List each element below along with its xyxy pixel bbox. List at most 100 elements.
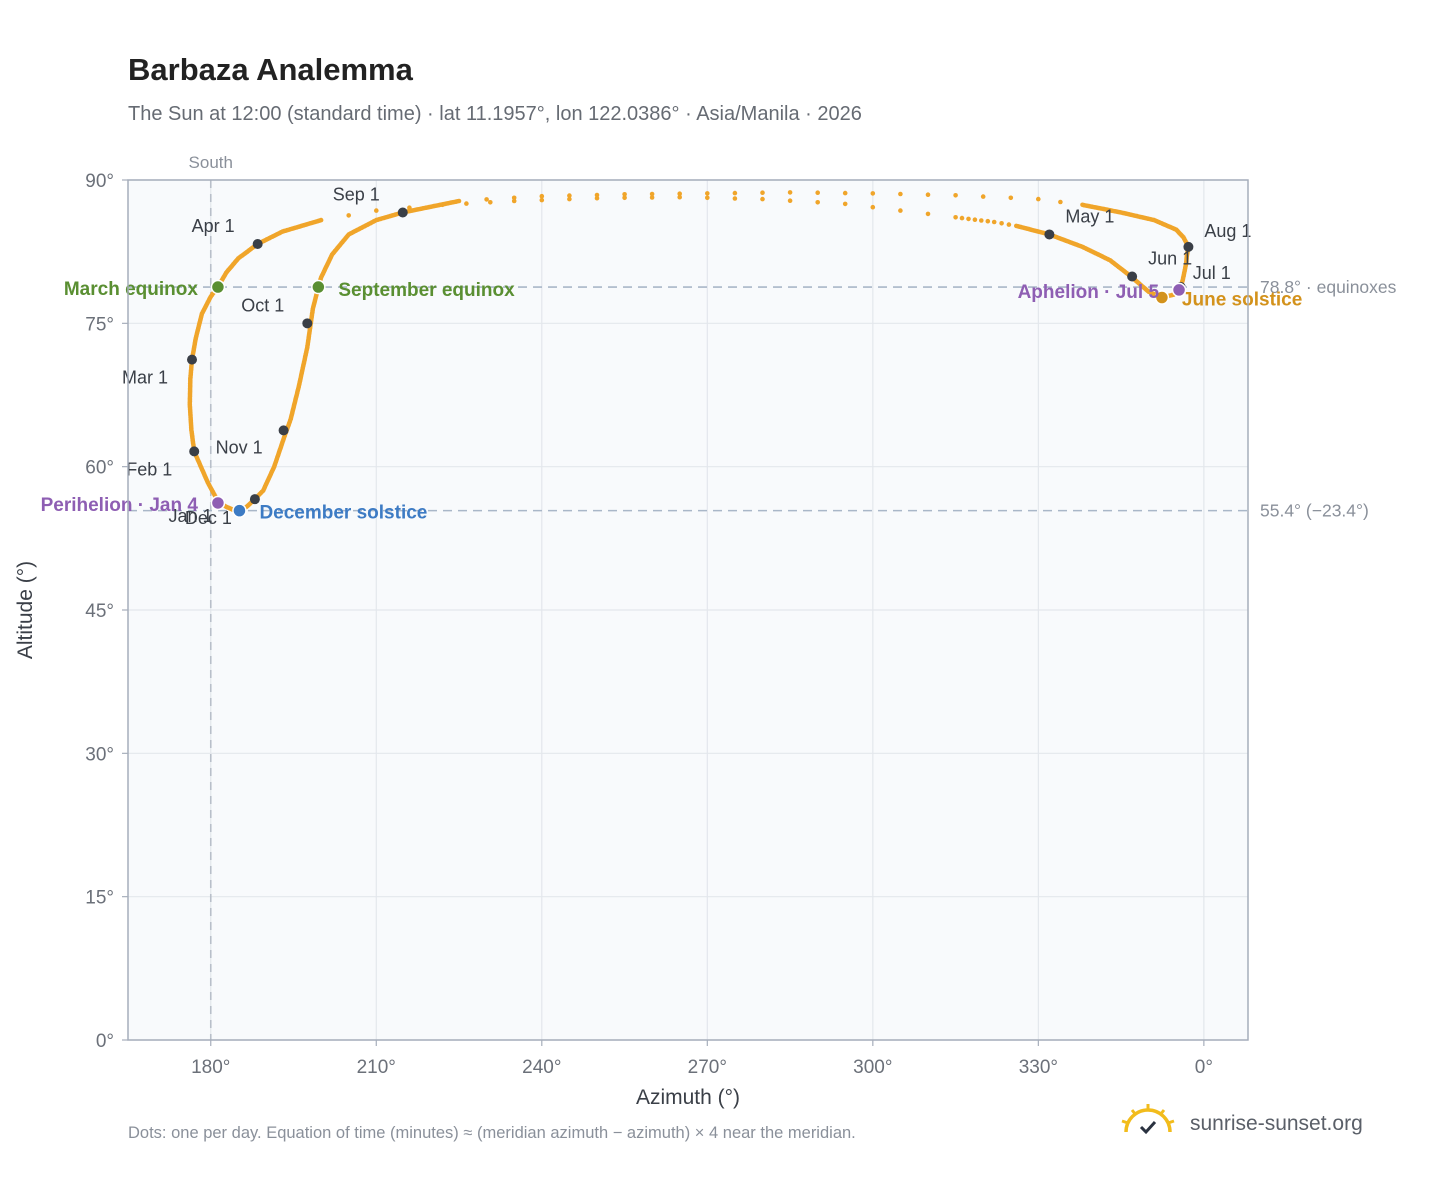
event-marker	[311, 279, 326, 295]
sun-check-icon	[1121, 1104, 1175, 1135]
event-label: Aphelion · Jul 5	[1018, 282, 1160, 303]
analemma-dot	[991, 219, 997, 225]
analemma-dot	[567, 193, 572, 198]
brand-logo[interactable]: sunrise-sunset.org	[1120, 1102, 1410, 1148]
analemma-dot	[870, 191, 876, 196]
brand-text: sunrise-sunset.org	[1190, 1112, 1363, 1135]
month-marker	[1183, 241, 1194, 252]
y-tick-label: 15°	[85, 888, 114, 909]
month-marker-label: Feb 1	[126, 459, 172, 479]
month-marker-label: Jan 1	[168, 506, 212, 526]
footnote: Dots: one per day. Equation of time (min…	[128, 1124, 856, 1142]
analemma-dot	[953, 215, 958, 220]
analemma-dot	[925, 211, 931, 217]
analemma-dot	[760, 190, 765, 195]
month-marker	[1127, 271, 1138, 282]
event-marker	[1171, 282, 1187, 298]
grid-lines	[128, 179, 1248, 1041]
analemma-dot	[567, 196, 572, 202]
analemma-dot	[999, 221, 1004, 226]
month-marker-label: May 1	[1065, 206, 1114, 226]
month-marker-label: Aug 1	[1204, 221, 1251, 241]
month-marker	[252, 239, 263, 250]
y-tick-label: 0°	[96, 1031, 114, 1052]
x-tick-label: 180°	[191, 1057, 230, 1078]
x-tick-label: 210°	[357, 1057, 396, 1078]
analemma-dot	[979, 218, 984, 223]
analemma-dot	[649, 195, 655, 200]
analemma-dot	[539, 193, 545, 199]
analemma-dot	[677, 194, 682, 200]
x-tick-label: 0°	[1195, 1057, 1213, 1078]
y-tick-label: 30°	[85, 744, 114, 765]
analemma-dot	[985, 218, 991, 224]
y-tick-label: 60°	[85, 458, 114, 479]
analemma-dot	[374, 208, 379, 213]
month-marker	[1044, 229, 1055, 240]
event-label: December solstice	[259, 503, 427, 524]
analemma-dot	[732, 196, 738, 201]
y-axis-label: Altitude (°)	[14, 561, 37, 659]
analemma-dot	[898, 191, 903, 197]
chart-subtitle: The Sun at 12:00 (standard time) · lat 1…	[128, 103, 862, 125]
y-tick-label: 90°	[85, 171, 114, 192]
month-marker-label: Jun 1	[1148, 249, 1192, 269]
analemma-dot	[705, 191, 710, 196]
event-markers: March equinox September equinox December s…	[41, 279, 1303, 524]
analemma-dot	[787, 198, 793, 203]
analemma-dot	[464, 201, 469, 206]
analemma-dot	[980, 194, 986, 199]
month-marker-label: Jul 1	[1193, 263, 1231, 283]
month-marker	[189, 446, 200, 457]
meridian-line: South	[189, 153, 233, 1040]
chart-title: Barbaza Analemma	[128, 52, 413, 87]
x-axis-label: Azimuth (°)	[636, 1086, 740, 1109]
analemma-dot	[649, 191, 655, 197]
analemma-dot	[511, 195, 517, 201]
x-tick-label: 240°	[522, 1057, 561, 1078]
analemma-dot	[815, 190, 820, 195]
analemma-dot	[705, 195, 710, 201]
event-marker	[1154, 290, 1170, 305]
analemma-dot	[870, 204, 876, 210]
analemma-dot	[966, 216, 971, 222]
analemma-dot	[815, 200, 820, 205]
reference-line-label: 78.8° · equinoxes	[1260, 277, 1397, 297]
month-marker-label: Oct 1	[241, 295, 284, 315]
analemma-dot	[959, 215, 965, 221]
event-marker	[210, 495, 226, 511]
event-label: June solstice	[1182, 290, 1302, 311]
analemma-dot	[787, 190, 793, 195]
analemma-dot	[1080, 202, 1085, 208]
event-label: Perihelion · Jan 4	[41, 495, 199, 516]
month-marker	[278, 425, 289, 436]
analemma-dot	[594, 192, 600, 198]
month-marker-label: Mar 1	[122, 368, 168, 388]
analemma-dot	[732, 190, 738, 196]
month-marker	[249, 494, 260, 505]
x-tick-label: 330°	[1019, 1057, 1058, 1078]
analemma-dot	[318, 217, 324, 223]
analemma-dot	[972, 217, 978, 222]
y-tick-label: 45°	[85, 601, 114, 622]
x-tick-label: 300°	[853, 1057, 892, 1078]
analemma-dot	[1058, 199, 1063, 205]
month-marker	[187, 354, 197, 365]
analemma-dot	[842, 190, 848, 196]
analemma-dot	[677, 191, 682, 196]
analemma-dot	[925, 192, 931, 197]
analemma-dot	[1036, 196, 1041, 202]
analemma-dot	[511, 198, 517, 204]
month-marker	[302, 318, 313, 329]
y-tick-label: 75°	[85, 314, 114, 335]
analemma-dot	[842, 201, 848, 207]
event-marker	[232, 503, 247, 518]
month-marker-label: Dec 1	[185, 508, 232, 528]
month-marker-label: Nov 1	[216, 437, 263, 457]
analemma-dot	[1008, 195, 1014, 201]
event-label: March equinox	[64, 279, 199, 300]
analemma-dot	[346, 213, 352, 218]
month-marker-label: Apr 1	[192, 216, 235, 236]
